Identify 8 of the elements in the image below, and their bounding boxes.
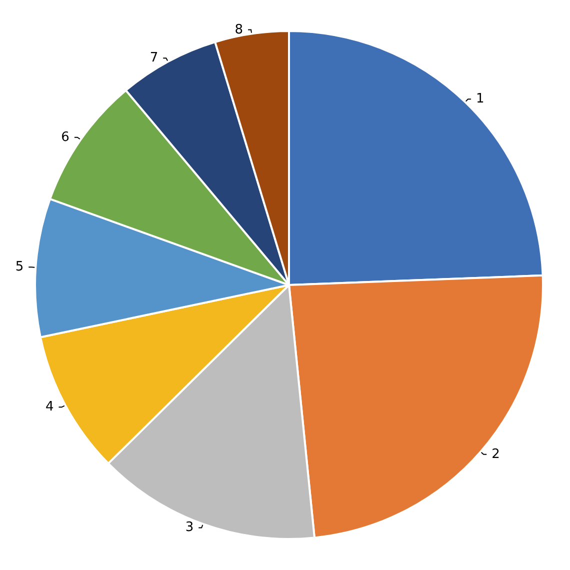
slice-label: 2 — [492, 446, 500, 462]
slice-label: 8 — [234, 22, 244, 38]
slice-label: 3 — [185, 520, 194, 536]
slice-label: 7 — [150, 50, 158, 66]
slice-label: 1 — [476, 92, 484, 107]
slice-label: 5 — [15, 260, 24, 275]
slice-label: 6 — [61, 130, 70, 145]
slice-label: 4 — [45, 400, 54, 415]
